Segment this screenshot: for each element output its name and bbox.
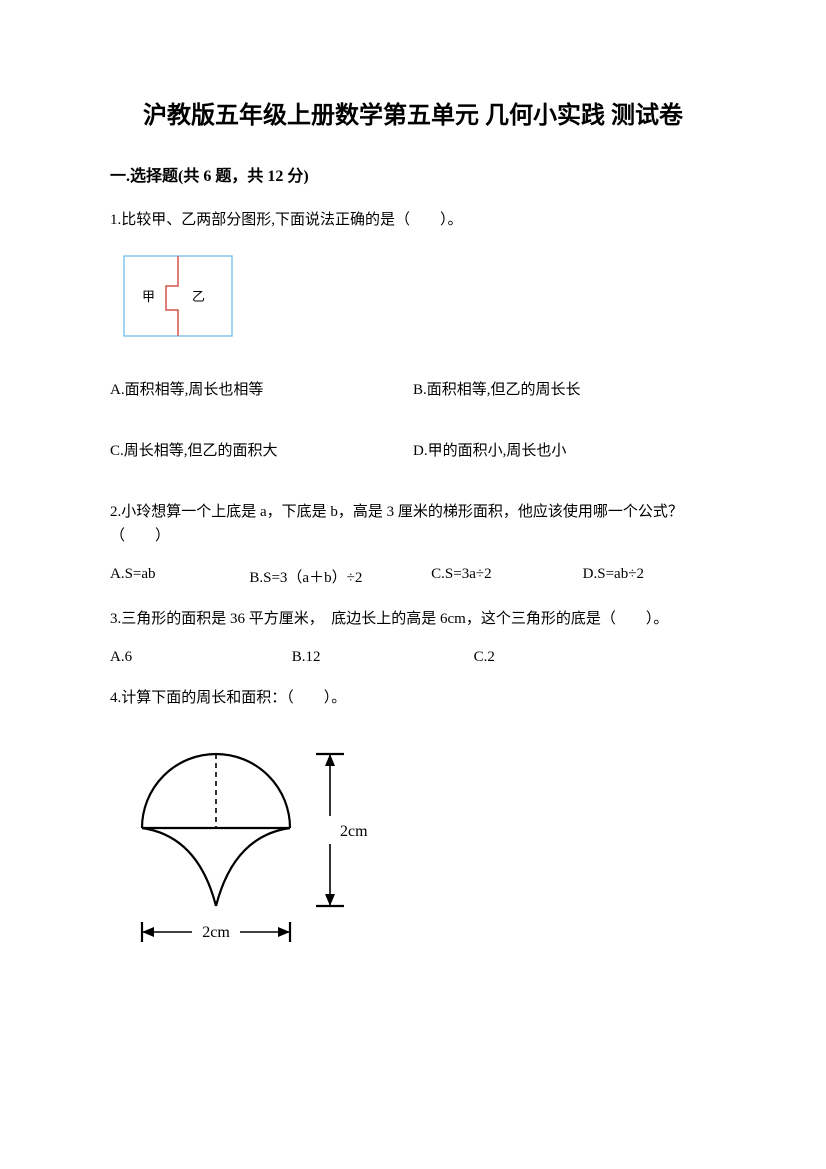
q2-opt-a: A.S=ab <box>110 566 249 587</box>
svg-text:2cm: 2cm <box>202 924 230 941</box>
q1-stem: 1.比较甲、乙两部分图形,下面说法正确的是（ ）。 <box>110 208 716 232</box>
q3-opt-c: C.2 <box>474 649 656 666</box>
page-title: 沪教版五年级上册数学第五单元 几何小实践 测试卷 <box>110 100 716 134</box>
q1-opt-c: C.周长相等,但乙的面积大 <box>110 439 413 460</box>
svg-text:乙: 乙 <box>192 289 205 304</box>
q2-opt-b: B.S=3（a＋b）÷2 <box>249 566 431 587</box>
q3-stem: 3.三角形的面积是 36 平方厘米， 底边长上的高是 6cm，这个三角形的底是（… <box>110 607 716 631</box>
q2-opt-c: C.S=3a÷2 <box>431 566 583 587</box>
q1-opt-b: B.面积相等,但乙的周长长 <box>413 378 716 399</box>
q1-figure: 甲乙 <box>116 250 716 350</box>
section-header: 一.选择题(共 6 题，共 12 分) <box>110 162 716 186</box>
q4-stem: 4.计算下面的周长和面积：（ ）。 <box>110 686 716 710</box>
svg-text:2cm: 2cm <box>340 823 368 840</box>
q2-stem: 2.小玲想算一个上底是 a，下底是 b，高是 3 厘米的梯形面积，他应该使用哪一… <box>110 500 716 548</box>
q3-opt-b: B.12 <box>292 649 474 666</box>
q1-opt-a: A.面积相等,周长也相等 <box>110 378 413 399</box>
svg-text:甲: 甲 <box>142 289 155 304</box>
q2-opt-d: D.S=ab÷2 <box>583 566 716 587</box>
q4-figure: 2cm 2cm <box>116 728 716 958</box>
q1-opt-d: D.甲的面积小,周长也小 <box>413 439 716 460</box>
q3-opt-a: A.6 <box>110 649 292 666</box>
